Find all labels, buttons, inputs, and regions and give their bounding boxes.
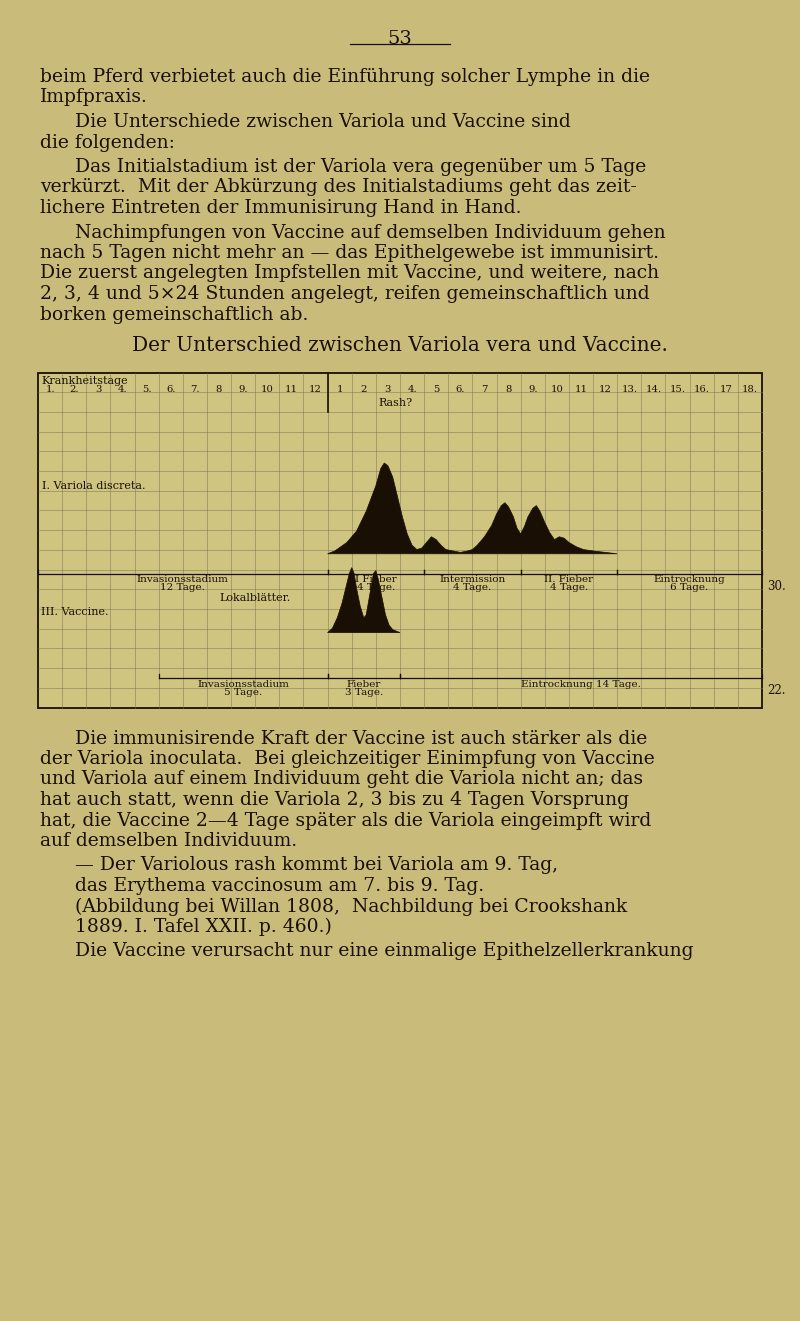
Text: (Abbildung bei Willan 1808,  Nachbildung bei Crookshank: (Abbildung bei Willan 1808, Nachbildung … (75, 897, 627, 915)
Text: Nachimpfungen von Vaccine auf demselben Individuum gehen: Nachimpfungen von Vaccine auf demselben … (75, 223, 666, 242)
Text: Die Vaccine verursacht nur eine einmalige Epithelzellerkrankung: Die Vaccine verursacht nur eine einmalig… (75, 942, 694, 960)
Text: 22.: 22. (767, 684, 786, 697)
Text: Impfpraxis.: Impfpraxis. (40, 89, 148, 107)
Text: 4.: 4. (407, 386, 417, 395)
Text: I Fieber: I Fieber (355, 576, 397, 584)
Text: lichere Eintreten der Immunisirung Hand in Hand.: lichere Eintreten der Immunisirung Hand … (40, 199, 522, 217)
Text: Das Initialstadium ist der Variola vera gegenüber um 5 Tage: Das Initialstadium ist der Variola vera … (75, 159, 646, 176)
Text: hat auch statt, wenn die Variola 2, 3 bis zu 4 Tagen Vorsprung: hat auch statt, wenn die Variola 2, 3 bi… (40, 791, 629, 808)
Text: 15.: 15. (670, 386, 686, 395)
Text: und Variola auf einem Individuum geht die Variola nicht an; das: und Variola auf einem Individuum geht di… (40, 770, 643, 789)
Polygon shape (328, 568, 400, 633)
Text: 3: 3 (385, 386, 391, 395)
Text: 11: 11 (285, 386, 298, 395)
Text: Fieber: Fieber (346, 680, 381, 690)
Polygon shape (328, 462, 618, 553)
Text: 10: 10 (550, 386, 563, 395)
Text: 2.: 2. (70, 386, 79, 395)
Text: auf demselben Individuum.: auf demselben Individuum. (40, 832, 297, 849)
Text: — Der Variolous rash kommt bei Variola am 9. Tag,: — Der Variolous rash kommt bei Variola a… (75, 856, 558, 875)
Text: 10: 10 (261, 386, 274, 395)
Text: 6.: 6. (456, 386, 465, 395)
Text: borken gemeinschaftlich ab.: borken gemeinschaftlich ab. (40, 305, 308, 324)
Text: 14.: 14. (646, 386, 662, 395)
Text: 1: 1 (337, 386, 343, 395)
Text: 9.: 9. (528, 386, 538, 395)
Text: 4.: 4. (118, 386, 127, 395)
Text: II. Fieber: II. Fieber (544, 576, 594, 584)
Text: 18.: 18. (742, 386, 758, 395)
Text: 5 Tage.: 5 Tage. (224, 688, 262, 697)
Text: Invasionsstadium: Invasionsstadium (197, 680, 289, 690)
Text: III. Vaccine.: III. Vaccine. (41, 608, 109, 617)
Text: 2: 2 (361, 386, 367, 395)
Text: 12: 12 (309, 386, 322, 395)
Text: der Variola inoculata.  Bei gleichzeitiger Einimpfung von Vaccine: der Variola inoculata. Bei gleichzeitige… (40, 750, 654, 768)
Text: Krankheitstage: Krankheitstage (41, 376, 128, 387)
Text: 3 Tage.: 3 Tage. (345, 688, 383, 697)
Text: Eintrocknung: Eintrocknung (654, 576, 726, 584)
Text: 7.: 7. (190, 386, 200, 395)
Text: 1.: 1. (46, 386, 55, 395)
Text: 17: 17 (719, 386, 732, 395)
Text: 6 Tage.: 6 Tage. (670, 584, 709, 593)
Text: die folgenden:: die folgenden: (40, 133, 175, 152)
Text: 13.: 13. (622, 386, 638, 395)
Text: 9.: 9. (238, 386, 248, 395)
Text: Lokalblätter.: Lokalblätter. (219, 593, 290, 604)
Text: Die immunisirende Kraft der Vaccine ist auch stärker als die: Die immunisirende Kraft der Vaccine ist … (75, 729, 647, 748)
Text: 5.: 5. (142, 386, 151, 395)
Text: 4 Tage.: 4 Tage. (454, 584, 491, 593)
Text: 8: 8 (506, 386, 512, 395)
Text: Intermission: Intermission (439, 576, 506, 584)
Text: verkürzt.  Mit der Abkürzung des Initialstadiums geht das zeit-: verkürzt. Mit der Abkürzung des Initials… (40, 178, 637, 197)
Text: 12 Tage.: 12 Tage. (160, 584, 206, 593)
Text: 53: 53 (387, 30, 413, 48)
Text: Die Unterschiede zwischen Variola und Vaccine sind: Die Unterschiede zwischen Variola und Va… (75, 114, 570, 131)
Text: nach 5 Tagen nicht mehr an — das Epithelgewebe ist immunisirt.: nach 5 Tagen nicht mehr an — das Epithel… (40, 244, 659, 262)
Text: I. Variola discreta.: I. Variola discreta. (42, 481, 146, 491)
Text: 4 Tage.: 4 Tage. (550, 584, 588, 593)
Bar (38, 373, 762, 708)
Text: 4 Tage.: 4 Tage. (357, 584, 395, 593)
Text: 30.: 30. (767, 580, 786, 593)
Text: Rash?: Rash? (378, 399, 412, 408)
Text: 12: 12 (598, 386, 611, 395)
Text: Eintrocknung 14 Tage.: Eintrocknung 14 Tage. (521, 680, 641, 690)
Text: 16.: 16. (694, 386, 710, 395)
Text: 8: 8 (216, 386, 222, 395)
Text: 5: 5 (433, 386, 439, 395)
Text: das Erythema vaccinosum am 7. bis 9. Tag.: das Erythema vaccinosum am 7. bis 9. Tag… (75, 877, 484, 896)
Text: beim Pferd verbietet auch die Einführung solcher Lymphe in die: beim Pferd verbietet auch die Einführung… (40, 67, 650, 86)
Text: Der Unterschied zwischen Variola vera und Vaccine.: Der Unterschied zwischen Variola vera un… (132, 336, 668, 355)
Text: Die zuerst angelegten Impfstellen mit Vaccine, und weitere, nach: Die zuerst angelegten Impfstellen mit Va… (40, 264, 659, 283)
Text: 7: 7 (482, 386, 488, 395)
Text: 11: 11 (574, 386, 587, 395)
Text: Invasionsstadium: Invasionsstadium (137, 576, 229, 584)
Text: 3: 3 (95, 386, 102, 395)
Text: 6.: 6. (166, 386, 175, 395)
Text: 2, 3, 4 und 5×24 Stunden angelegt, reifen gemeinschaftlich und: 2, 3, 4 und 5×24 Stunden angelegt, reife… (40, 285, 650, 303)
Text: 1889. I. Tafel XXII. p. 460.): 1889. I. Tafel XXII. p. 460.) (75, 918, 332, 937)
Text: hat, die Vaccine 2—4 Tage später als die Variola eingeimpft wird: hat, die Vaccine 2—4 Tage später als die… (40, 811, 651, 830)
